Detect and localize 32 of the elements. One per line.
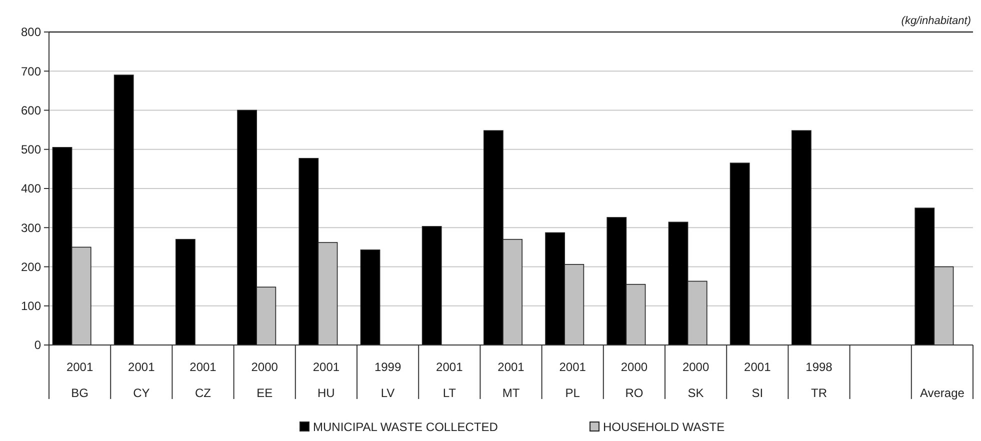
legend-label: HOUSEHOLD WASTE bbox=[603, 420, 725, 434]
bar bbox=[175, 238, 196, 346]
x-tick-label: 1998 TR bbox=[806, 360, 833, 400]
x-tick-label: 2001 SI bbox=[744, 360, 772, 400]
y-tick-label: 600 bbox=[20, 103, 42, 118]
y-tick-label: 400 bbox=[20, 182, 42, 196]
y-tick-label: 700 bbox=[20, 64, 42, 78]
x-tick-label: 2001 LT bbox=[436, 360, 464, 400]
x-tick-label: 2001 CY bbox=[128, 360, 156, 400]
x-tick-label: 2001 CZ bbox=[190, 360, 217, 400]
x-tick-label: 1999 LV bbox=[374, 360, 402, 400]
bar bbox=[114, 74, 134, 346]
x-tick-label: 2001 MT bbox=[498, 360, 525, 400]
bar bbox=[791, 130, 812, 346]
y-tick-label: 500 bbox=[20, 142, 42, 157]
x-tick-label: Average bbox=[920, 386, 965, 400]
legend-label: MUNICIPAL WASTE COLLECTED bbox=[313, 420, 498, 434]
x-tick-label: 2001 HU bbox=[312, 360, 340, 400]
bar bbox=[422, 226, 442, 346]
bar bbox=[730, 162, 750, 346]
x-tick-label: 2000 SK bbox=[682, 360, 710, 400]
x-tick-label: 2000 RO bbox=[620, 360, 648, 400]
y-tick-label: 300 bbox=[20, 220, 42, 235]
y-tick-label: 800 bbox=[20, 25, 42, 40]
x-tick-label: 2001 BG bbox=[66, 360, 94, 400]
bar bbox=[360, 250, 380, 346]
y-tick-label: 100 bbox=[20, 299, 42, 314]
x-tick-label: 2000 EE bbox=[251, 360, 278, 400]
x-tick-label: 2001 PL bbox=[559, 360, 586, 400]
y-tick-label: 200 bbox=[20, 260, 42, 274]
y-axis-title: (kg/inhabitant) bbox=[901, 15, 972, 27]
y-tick-label: 0 bbox=[34, 338, 42, 352]
